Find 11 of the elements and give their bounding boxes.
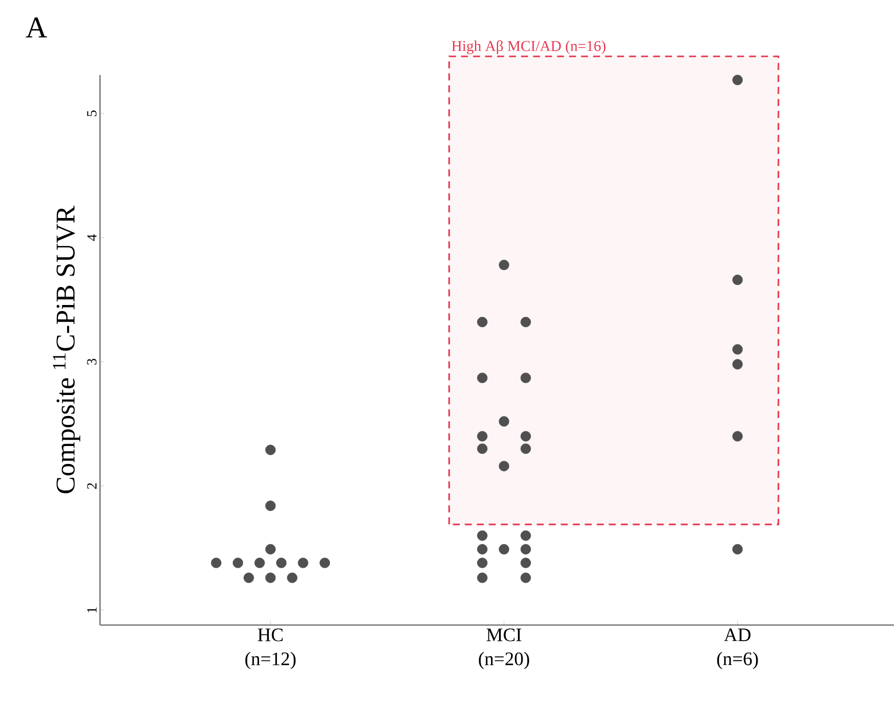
band-label: High Aβ MCI/AD (n=16) bbox=[452, 40, 606, 54]
text: A bbox=[26, 18, 47, 38]
x-tick-label: AD (n=6) bbox=[717, 628, 758, 670]
y-tick-label: 4 bbox=[87, 234, 96, 241]
y-tick-label: 3 bbox=[87, 358, 96, 365]
x-tick-label: MCI (n=20) bbox=[478, 628, 530, 670]
y-tick-label: 1 bbox=[87, 607, 96, 612]
y-tick-label: 5 bbox=[87, 110, 96, 116]
y-axis-title: Composite $^{11}$C-PiB SUVR bbox=[52, 206, 80, 494]
y-tick-label: 2 bbox=[87, 483, 96, 489]
x-tick-label: HC (n=12) bbox=[245, 628, 296, 670]
